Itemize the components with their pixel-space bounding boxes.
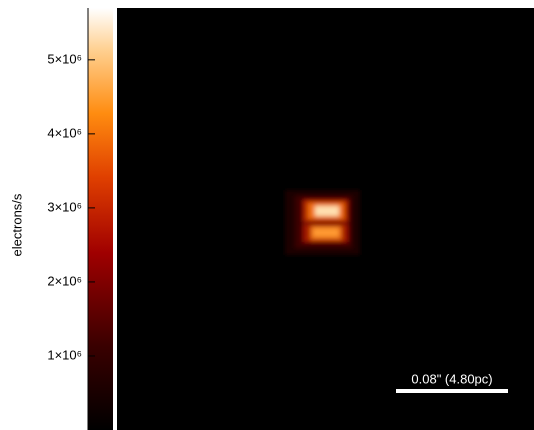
colorbar-tick-label: 5×10⁶ [47, 51, 82, 66]
colorbar-label: electrons/s [9, 193, 24, 256]
colorbar-tick-label: 2×10⁶ [47, 273, 82, 288]
colorbar-tick-label: 3×10⁶ [47, 199, 82, 214]
colorbar-tick-label: 4×10⁶ [47, 125, 82, 140]
colorbar [88, 8, 113, 430]
source-blob [285, 190, 360, 255]
scale-bar-label: 0.08" (4.80pc) [411, 371, 492, 386]
colorbar-tick-label: 1×10⁶ [47, 347, 82, 362]
figure: electrons/s 0.08" (4.80pc) 1×10⁶ 2×10⁶ 3×1… [0, 0, 534, 430]
